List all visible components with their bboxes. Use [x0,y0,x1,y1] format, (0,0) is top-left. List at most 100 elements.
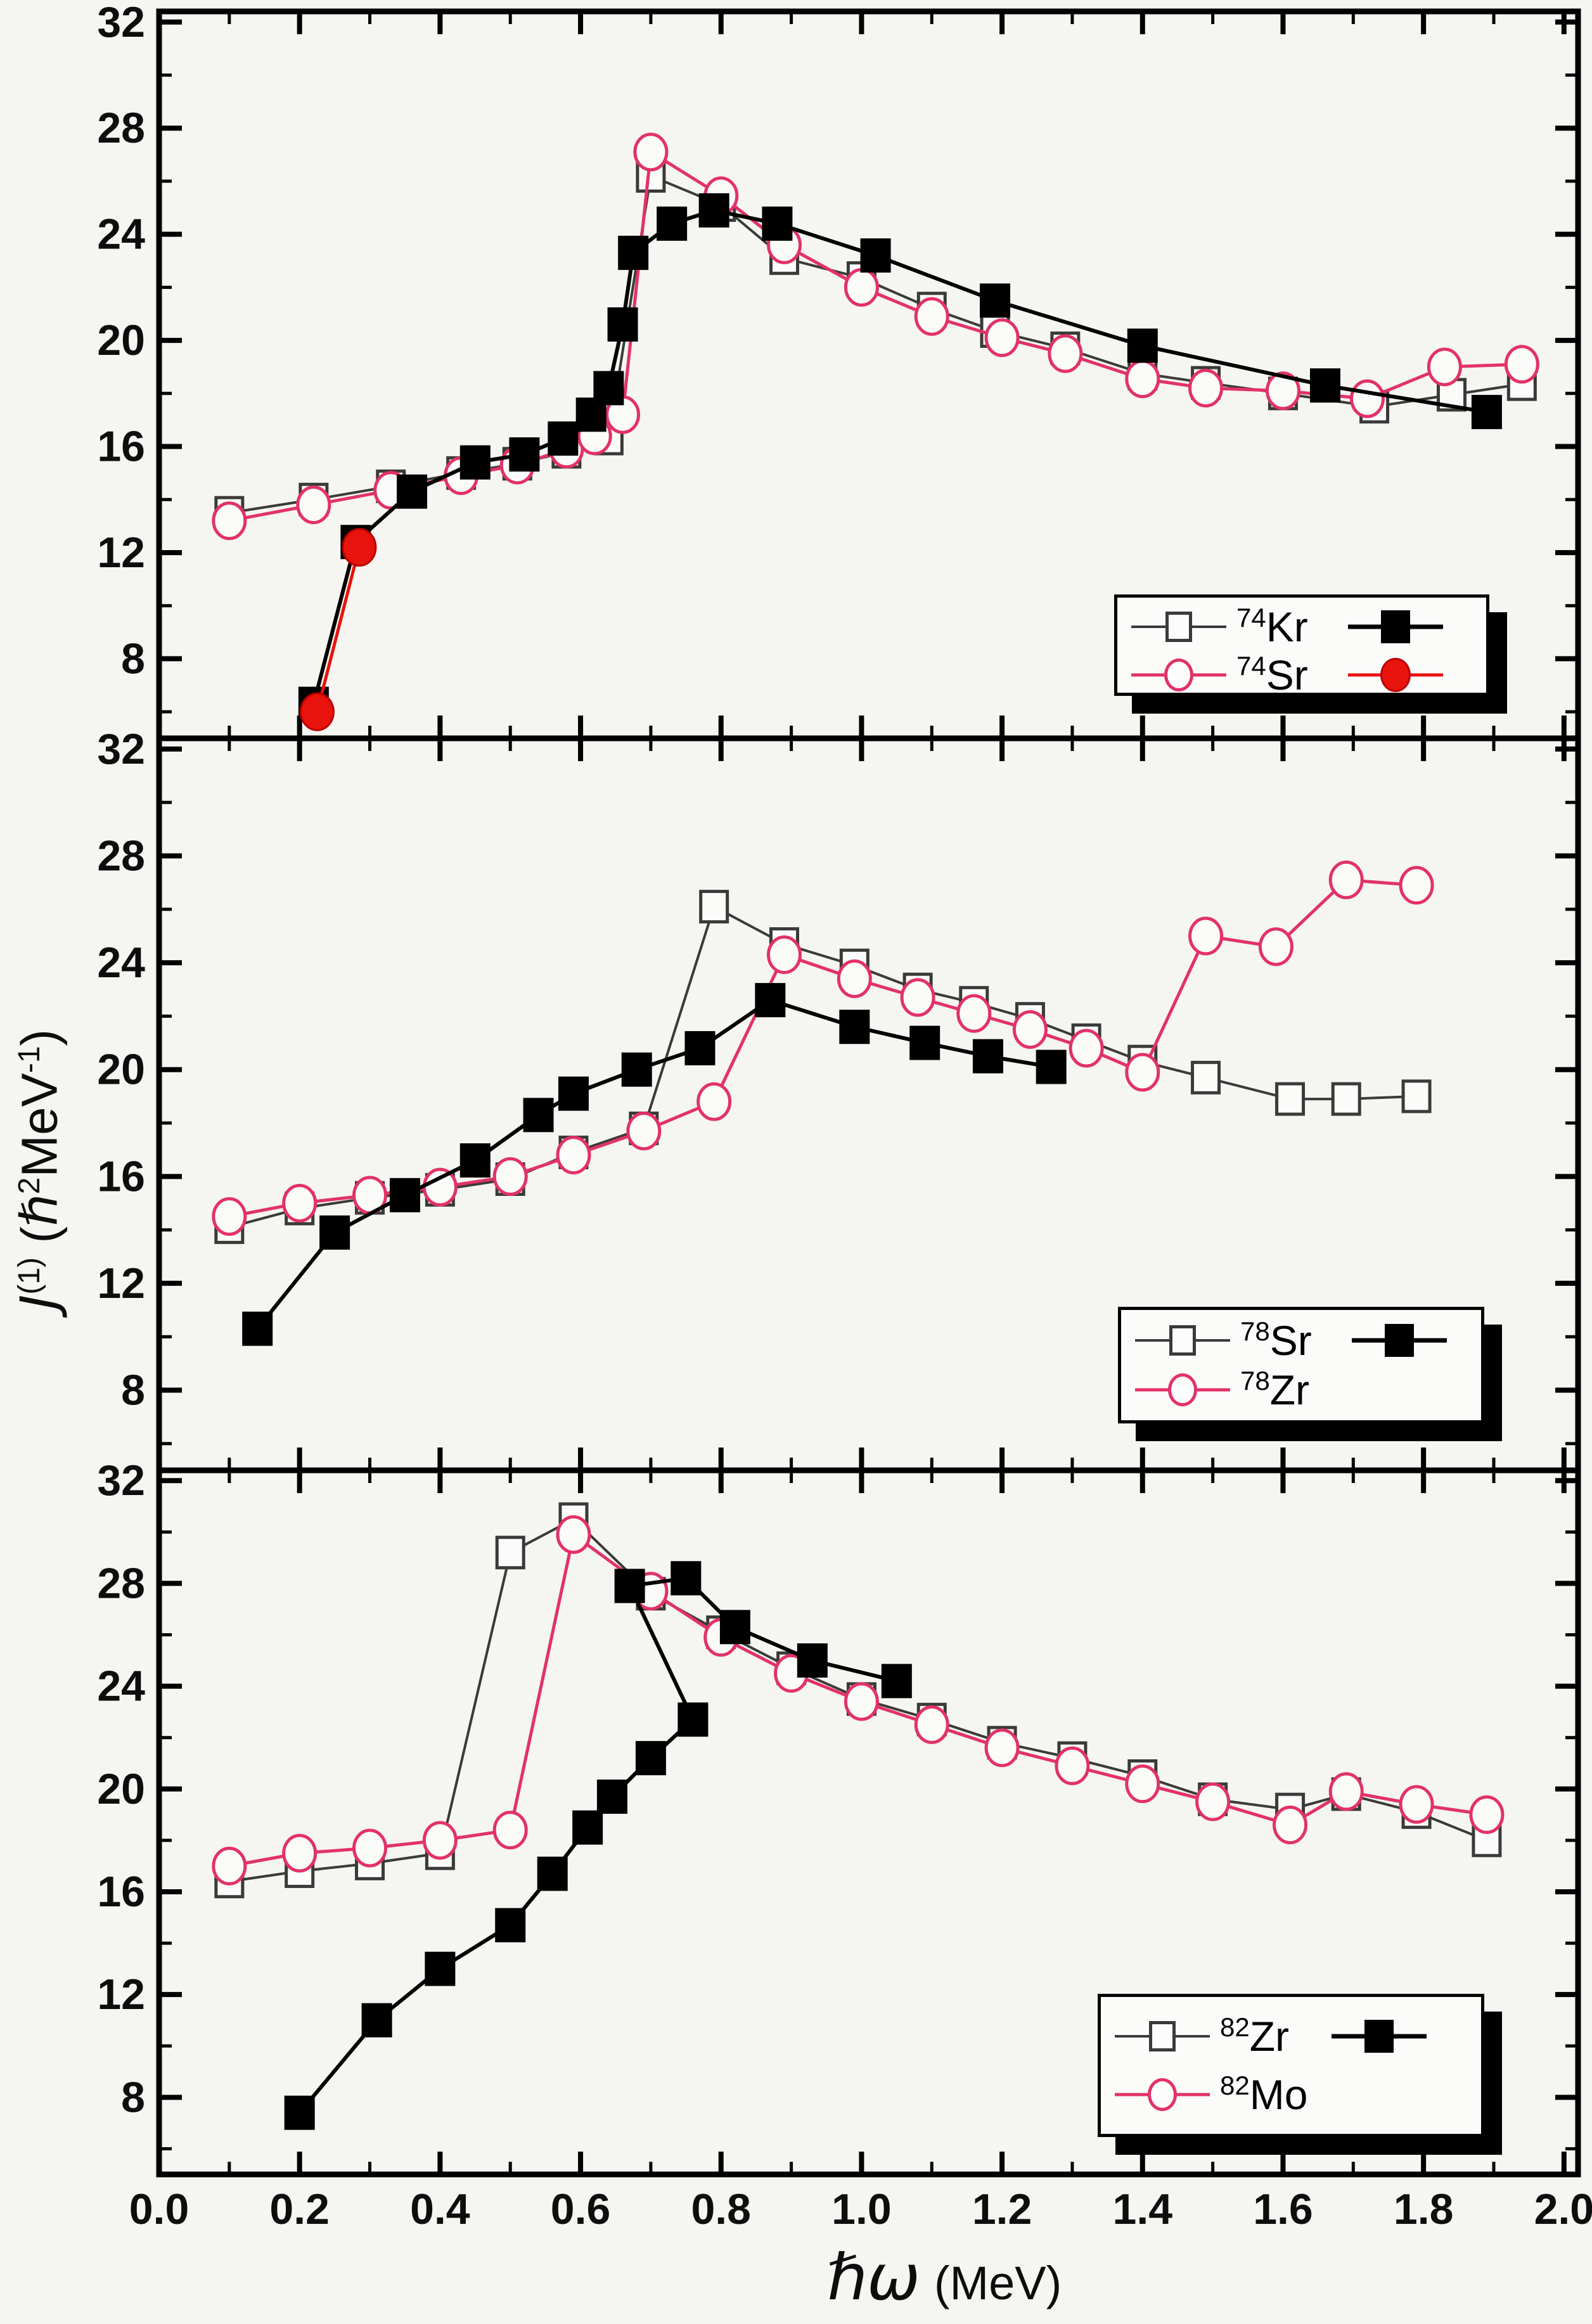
y-tick-label: 28 [97,831,145,880]
legend-row-78sr: 78Sr [1135,1316,1467,1364]
zr78-open-marker [422,1167,458,1207]
filled-square-icon [1364,2020,1394,2053]
kr74-filled-marker [548,421,579,456]
y-tick-label: 24 [97,210,145,259]
zr82-filled-marker [797,1643,828,1678]
mo82-open-marker [352,1828,388,1868]
legend-panel1: 74Kr 74Sr [1114,594,1489,698]
open-circle-icon [1168,1373,1197,1406]
mo82-open-marker [212,1846,247,1885]
sr78-open-marker [1275,1082,1306,1116]
zr82-filled-marker [425,1951,456,1986]
sr74-open-marker [914,297,949,336]
y-title-j-sup: (1) [12,1257,46,1295]
x-tick-label: 0.4 [410,2185,470,2233]
zr82-filled-marker [614,1569,645,1603]
hbar-omega-symbol: ℏω [826,2240,920,2314]
sr78-filled-marker [523,1098,554,1133]
y-title-paren-close: ) [11,1029,68,1046]
y-tick-label: 12 [97,1970,145,2019]
sr78-filled-marker [972,1039,1003,1074]
y-axis-title: J(1) (ℏ2MeV-1) [10,1029,69,1309]
y-tick-label: 12 [97,529,145,577]
open-circle-icon [1164,658,1193,691]
legend-open-circle-sample [1131,656,1226,694]
y-title-paren-open: ( [11,1226,68,1243]
x-tick-label: 1.0 [831,2185,892,2233]
x-tick-label: 0.8 [691,2185,751,2233]
sr74-open-marker [1349,379,1385,418]
zr78-open-marker [1125,1053,1160,1092]
x-tick-label: 0.2 [269,2185,330,2233]
mo82-open-marker [282,1833,318,1873]
sr78-filled-marker [839,1010,870,1044]
sr74-open-marker [1427,347,1462,387]
zr82-filled-marker [596,1779,627,1814]
sr78-open-marker [699,890,729,924]
mo82-open-marker [556,1515,591,1554]
legend-label-78zr: 78Zr [1240,1366,1342,1414]
legend-filled-square-sample [1352,1321,1447,1359]
mass-number: 82 [1220,2012,1250,2042]
x-tick-label: 0.6 [551,2185,611,2233]
zr78-open-marker [766,935,802,974]
sr74-open-marker [296,485,331,525]
mass-number: 82 [1220,2070,1250,2100]
legend-open-square-sample [1115,2017,1210,2055]
legend-spacer [1352,1371,1447,1409]
sr74-open-marker [1504,345,1539,384]
sr78-filled-marker [558,1076,589,1111]
zr78-open-marker [1328,860,1364,899]
legend-open-circle-sample [1135,1371,1230,1409]
kr74-filled-marker [618,235,649,270]
open-square-icon [1169,1325,1196,1356]
sr74-open-marker [1188,368,1224,408]
element-symbol: Zr [1249,2013,1290,2060]
zr82-filled-marker [719,1610,750,1645]
sr74-open-marker [984,318,1020,357]
hbar-symbol: ℏ [10,1194,69,1227]
y-tick-label: 16 [97,423,145,471]
legend-row-82zr: 82Zr [1115,2012,1467,2060]
zr78-open-marker [282,1183,318,1223]
sr78-filled-marker [389,1178,420,1212]
zr78-open-marker [956,994,992,1033]
legend-label-74kr: 74Kr [1236,603,1338,651]
y-tick-label: 8 [121,2073,145,2121]
legend-panel2: 78Sr 78Zr [1118,1307,1484,1423]
open-circle-icon [1148,2078,1177,2111]
x-axis-title: ℏω (MeV) [827,2240,1062,2314]
sr78-filled-marker [621,1052,652,1087]
zr78-open-line [229,878,1417,1218]
legend-label-82mo: 82Mo [1220,2070,1321,2119]
y-tick-label: 8 [121,1366,145,1415]
y-title-j: J [10,1294,69,1310]
y-tick-label: 24 [97,1662,145,1711]
x-tick-label: 1.4 [1113,2185,1173,2233]
sr78-open-marker [1191,1060,1221,1095]
zr78-open-marker [212,1197,247,1236]
legend-open-square-sample [1135,1321,1230,1359]
y-tick-label: 16 [97,1868,145,1916]
zr82-filled-marker [881,1664,912,1698]
y-tick-label: 20 [97,316,145,364]
zr82-open-marker [495,1536,525,1570]
kr74-filled-marker [698,193,729,228]
mo82-open-marker [1399,1785,1434,1824]
sr74-filled-line [315,546,361,712]
legend-row-82mo: 82Mo [1115,2070,1467,2119]
kr74-filled-marker [607,307,638,342]
kr74-filled-marker [509,437,540,472]
zr78-open-marker [626,1112,662,1151]
legend-open-circle-sample [1115,2076,1210,2114]
legend-filled-square-sample [1332,2017,1427,2055]
y-tick-label: 32 [97,0,145,46]
legend-label-82zr: 82Zr [1220,2012,1321,2060]
zr82-filled-marker [361,2003,392,2038]
x-tick-label: 1.6 [1253,2185,1313,2233]
x-tick-label: 2.0 [1534,2185,1592,2233]
mo82-open-marker [844,1682,879,1721]
y-tick-label: 16 [97,1152,145,1200]
filled-square-icon [1385,1324,1414,1357]
